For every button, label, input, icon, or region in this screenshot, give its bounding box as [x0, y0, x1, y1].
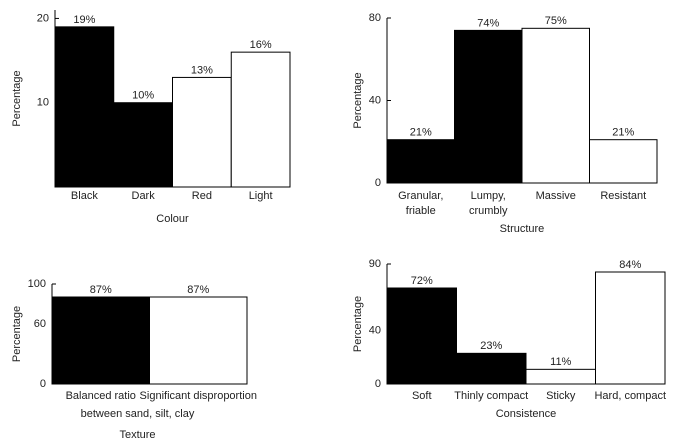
- bar: [521, 27, 590, 184]
- x-tick-label: Light: [249, 190, 273, 202]
- value-label: 21%: [410, 127, 432, 139]
- bar: [525, 368, 596, 385]
- value-label: 23%: [480, 340, 502, 352]
- value-label: 87%: [90, 284, 112, 296]
- bar: [386, 287, 457, 385]
- y-axis-label: Percentage: [352, 72, 364, 128]
- x-axis-label: Consistence: [496, 408, 557, 420]
- y-tick-label: 90: [369, 258, 381, 270]
- x-tick-label: Granular,: [398, 190, 443, 202]
- x-axis-label: Colour: [156, 213, 189, 225]
- bar: [172, 76, 232, 188]
- x-tick-label: Dark: [132, 190, 156, 202]
- y-axis-label: Percentage: [11, 70, 23, 126]
- y-tick-label: 40: [369, 94, 381, 106]
- x-tick-label: crumbly: [469, 205, 508, 217]
- x-tick-label: Sticky: [546, 390, 576, 402]
- x-tick-label: Resistant: [600, 190, 646, 202]
- x-axis-note: between sand, silt, clay: [81, 408, 195, 420]
- bar: [589, 139, 658, 184]
- value-label: 16%: [250, 39, 272, 51]
- y-tick-label: 0: [375, 378, 381, 390]
- bar: [51, 296, 150, 385]
- x-tick-label: Thinly compact: [454, 390, 528, 402]
- x-axis-label: Structure: [500, 223, 545, 235]
- bar: [149, 296, 248, 385]
- value-label: 75%: [545, 15, 567, 27]
- y-tick-label: 10: [37, 97, 49, 109]
- value-label: 10%: [132, 90, 154, 102]
- y-axis-label: Percentage: [11, 306, 23, 362]
- x-tick-label: Black: [71, 190, 98, 202]
- bar: [595, 271, 666, 385]
- y-tick-label: 0: [375, 177, 381, 189]
- x-axis-label: Texture: [119, 429, 155, 441]
- y-axis-label: Percentage: [352, 296, 364, 352]
- x-tick-label: Soft: [412, 390, 432, 402]
- y-tick-label: 0: [40, 378, 46, 390]
- x-tick-label: Hard, compact: [594, 390, 666, 402]
- bar: [454, 29, 523, 184]
- bar: [54, 26, 115, 188]
- bar: [113, 102, 173, 188]
- y-tick-label: 40: [369, 325, 381, 337]
- value-label: 72%: [411, 275, 433, 287]
- x-tick-label: Red: [192, 190, 212, 202]
- value-label: 19%: [73, 14, 95, 26]
- value-label: 11%: [550, 356, 571, 368]
- x-tick-label: Significant disproportion: [140, 390, 257, 402]
- bar: [456, 352, 527, 385]
- value-label: 74%: [477, 17, 499, 29]
- value-label: 21%: [612, 127, 634, 139]
- y-tick-label: 80: [369, 12, 381, 24]
- x-tick-label: Balanced ratio: [66, 390, 136, 402]
- value-label: 87%: [187, 284, 209, 296]
- y-tick-label: 100: [28, 278, 46, 290]
- y-tick-label: 60: [34, 318, 46, 330]
- x-tick-label: Lumpy,: [471, 190, 506, 202]
- bar: [230, 51, 291, 188]
- value-label: 13%: [191, 64, 213, 76]
- bar: [386, 139, 455, 184]
- value-label: 84%: [619, 259, 641, 271]
- y-tick-label: 20: [37, 12, 49, 24]
- x-tick-label: Massive: [536, 190, 576, 202]
- x-tick-label: friable: [406, 205, 436, 217]
